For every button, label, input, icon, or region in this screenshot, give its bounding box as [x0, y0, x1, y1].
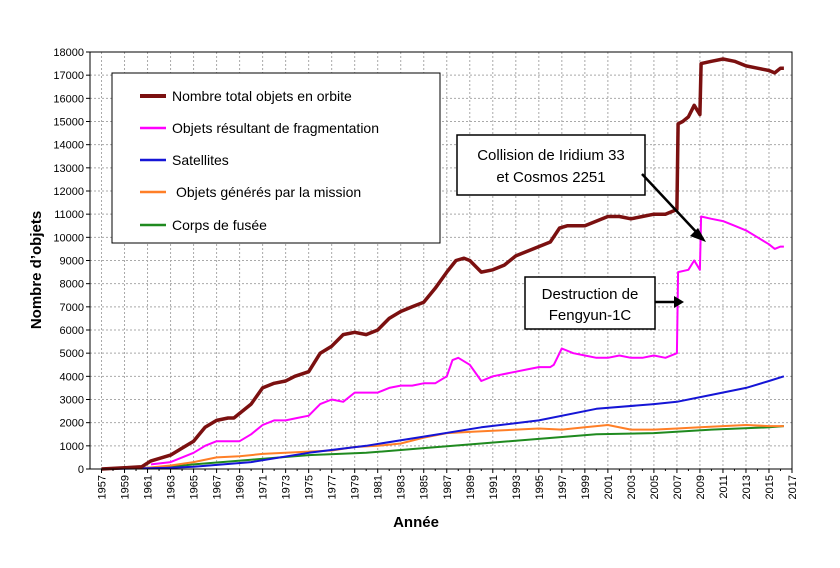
x-tick-label: 2009	[695, 475, 707, 499]
x-tick-label: 1969	[235, 475, 247, 499]
x-tick-label: 2013	[741, 475, 753, 499]
y-tick-label: 13000	[53, 163, 84, 175]
y-tick-label: 0	[78, 464, 84, 476]
x-tick-label: 2011	[718, 475, 730, 499]
legend-label-0: Nombre total objets en orbite	[172, 88, 352, 104]
annotation-iridium-line-2: et Cosmos 2251	[496, 169, 605, 186]
series-line-0	[101, 57, 784, 471]
x-tick-label: 2005	[649, 475, 661, 499]
y-tick-label: 5000	[60, 348, 84, 360]
legend-label-2: Satellites	[172, 152, 229, 168]
x-tick-label: 1963	[166, 475, 178, 499]
series-line-2	[101, 375, 785, 470]
x-tick-label: 1985	[419, 475, 431, 499]
annotation-iridium-line-1: Collision de Iridium 33	[477, 147, 625, 164]
x-tick-label: 1973	[281, 475, 293, 499]
x-tick-label: 1989	[465, 475, 477, 499]
x-tick-label: 2001	[603, 475, 615, 499]
annotation-iridium-box	[456, 134, 646, 196]
annotation-fengyun-destruction: Destruction de Fengyun-1C	[524, 276, 684, 330]
x-tick-label: 1991	[488, 475, 500, 499]
x-tick-label: 1975	[304, 475, 316, 499]
legend-label-1: Objets résultant de fragmentation	[172, 120, 379, 136]
annotation-fengyun-line-2: Fengyun-1C	[549, 307, 632, 324]
x-tick-label: 1983	[396, 475, 408, 499]
tick-layer: 0 1000 2000 3000 4000 5000 6000 7000 8000 9000 100…	[53, 47, 799, 499]
legend-label-3: Objets générés par la mission	[176, 184, 361, 200]
x-tick-label: 1987	[442, 475, 454, 499]
x-tick-label: 1993	[511, 475, 523, 499]
legend: Nombre total objets en orbite Objets résu…	[111, 72, 441, 244]
y-tick-label: 1000	[60, 441, 84, 453]
x-tick-label: 1979	[350, 475, 362, 499]
series-line-4	[101, 425, 784, 470]
legend-box	[111, 72, 441, 244]
x-tick-label: 1961	[143, 475, 155, 499]
x-tick-label: 1995	[534, 475, 546, 499]
x-tick-label: 2007	[672, 475, 684, 499]
series-line-1	[150, 215, 784, 466]
y-tick-label: 9000	[60, 256, 84, 268]
x-tick-label: 1999	[580, 475, 592, 499]
x-tick-label: 1971	[258, 475, 270, 499]
series-layer	[101, 57, 785, 471]
x-tick-label: 1967	[212, 475, 224, 499]
y-tick-label: 16000	[53, 93, 84, 105]
x-tick-label: 1981	[373, 475, 385, 499]
y-axis-title: Nombre d’objets	[28, 211, 45, 329]
annotation-fengyun-box	[524, 276, 656, 330]
x-tick-label: 1977	[327, 475, 339, 499]
y-tick-label: 6000	[60, 325, 84, 337]
y-tick-label: 12000	[53, 186, 84, 198]
annotation-iridium-arrowhead	[690, 228, 706, 242]
y-tick-label: 10000	[53, 232, 84, 244]
x-axis-title: Année	[393, 514, 439, 531]
x-tick-label: 1957	[97, 475, 109, 499]
annotation-iridium-arrow-line	[641, 173, 701, 237]
y-tick-label: 11000	[54, 209, 84, 221]
y-tick-label: 8000	[60, 279, 84, 291]
annotation-fengyun-line-1: Destruction de	[542, 286, 639, 303]
y-tick-label: 2000	[60, 418, 84, 430]
x-tick-label: 2003	[626, 475, 638, 499]
legend-label-4: Corps de fusée	[172, 217, 267, 233]
x-tick-label: 1997	[557, 475, 569, 499]
x-tick-label: 1965	[189, 475, 201, 499]
y-tick-label: 17000	[53, 70, 84, 82]
y-tick-label: 4000	[60, 371, 84, 383]
y-tick-label: 7000	[60, 302, 84, 314]
series-line-3	[101, 424, 784, 470]
y-tick-label: 15000	[53, 117, 84, 129]
y-tick-label: 14000	[53, 140, 84, 152]
y-tick-label: 3000	[60, 395, 84, 407]
y-tick-label: 18000	[53, 47, 84, 59]
x-tick-label: 2015	[764, 475, 776, 499]
annotation-iridium-collision: Collision de Iridium 33 et Cosmos 2251	[456, 134, 706, 242]
x-tick-label: 2017	[787, 475, 799, 499]
x-tick-label: 1959	[120, 475, 132, 499]
annotation-fengyun-arrowhead	[674, 296, 684, 308]
